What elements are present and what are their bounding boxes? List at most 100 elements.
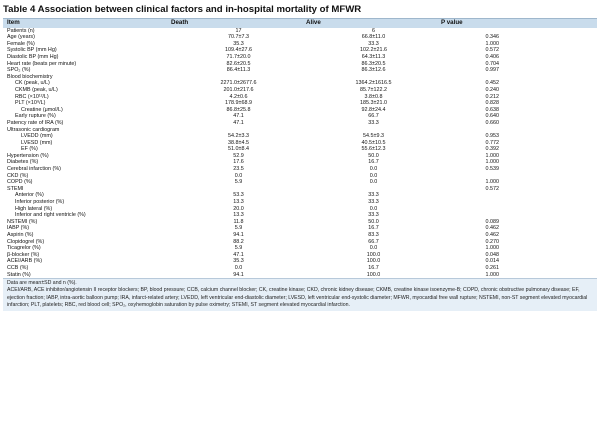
row-death-value: 86.4±11.3 [226, 67, 251, 74]
row-p-value: 0.462 [485, 232, 500, 238]
row-alive-value: 6 [372, 27, 375, 34]
table-row: CKMB (peak, u/L) 201.0±217.6 85.7±122.2 0.2… [3, 87, 597, 94]
row-item-label: Hypertension (%) [7, 152, 49, 159]
row-death-value: 47.1 [233, 119, 244, 126]
row-item-label: SPO₂ (%) [7, 67, 31, 74]
table-row: Cerebral infarction (%) 23.5 0.0 0.539 [3, 166, 597, 173]
row-p-value: 0.240 [485, 86, 500, 93]
row-p-value: 0.828 [485, 100, 500, 107]
row-alive-value: 33.3 [368, 192, 379, 199]
row-alive-value: 0.0 [369, 172, 378, 179]
row-item-label: Diabetes (%) [7, 159, 39, 166]
row-item-label: Patency rate of IRA (%) [7, 119, 64, 126]
table-row: Hypertension (%) 52.9 50.0 1.000 [3, 153, 597, 160]
row-alive-value: 0.0 [369, 179, 378, 186]
row-p-value: 0.539 [485, 166, 500, 173]
row-item-label: Heart rate (beats per minute) [7, 60, 77, 67]
row-p-value: 0.261 [485, 264, 500, 271]
row-death-value: 94.1 [233, 232, 244, 238]
row-death-value: 53.3 [233, 192, 244, 199]
row-item-label: NSTEMI (%) [7, 218, 38, 225]
row-alive-value: 66.8±11.0 [361, 34, 386, 41]
row-alive-value: 85.7±122.2 [360, 86, 387, 93]
row-alive-value: 16.7 [368, 225, 379, 232]
row-alive-value: 40.5±10.5 [361, 139, 386, 146]
row-alive-value: 92.8±24.4 [361, 106, 386, 113]
row-p-value: 1.000 [485, 152, 500, 159]
row-item-label: Age (years) [7, 34, 35, 41]
row-item-label: Diastolic BP (mm Hg) [7, 53, 59, 60]
row-item-label: Blood biochemistry [7, 73, 53, 80]
row-item-label: CCB (%) [7, 264, 29, 271]
row-item-label: Statin (%) [7, 271, 31, 278]
table-footer: Data are mean±SD and n (%). ACEI/ARB, AC… [3, 279, 597, 311]
row-alive-value: 66.7 [368, 238, 379, 245]
row-p-value: 0.089 [485, 218, 500, 225]
row-alive-value: 33.3 [368, 199, 379, 206]
row-item-label: STEMI [7, 185, 24, 192]
row-death-value: 0.0 [234, 264, 243, 271]
table-row: Statin (%) 94.1 100.0 1.000 [3, 272, 597, 279]
row-item-label: CKMB (peak, u/L) [15, 86, 58, 93]
table-title: Table 4 Association between clinical fac… [3, 4, 362, 15]
row-death-value: 109.4±27.6 [225, 47, 252, 54]
row-p-value: 0.572 [485, 185, 500, 192]
footer-abbreviations: ACEI/ARB, ACE inhibitor/angiotensin II r… [7, 287, 588, 308]
row-death-value: 17 [235, 27, 242, 34]
row-item-label: LVESD (mm) [21, 139, 53, 146]
row-alive-value: 16.7 [368, 159, 379, 166]
row-death-value: 13.3 [233, 212, 244, 219]
header-item: Item [7, 19, 20, 26]
row-alive-value: 16.7 [368, 264, 379, 271]
table-row: SPO₂ (%) 86.4±11.3 86.3±12.6 0.997 [3, 67, 597, 74]
row-item-label: Aspirin (%) [7, 232, 34, 238]
row-death-value: 47.1 [233, 251, 244, 258]
table-row: Inferior posterior (%) 13.3 33.3 [3, 199, 597, 206]
row-item-label: Ultrasonic cardiogram [7, 126, 60, 133]
row-item-label: Patients (n) [7, 27, 35, 34]
table-row: Female (%) 35.3 33.3 1.000 [3, 41, 597, 48]
row-death-value: 5.9 [234, 179, 243, 186]
row-alive-value: 100.0 [366, 258, 381, 265]
row-alive-value: 100.0 [366, 251, 381, 258]
table-row: β-blocker (%) 47.1 100.0 0.048 [3, 252, 597, 259]
row-alive-value: 54.5±9.3 [363, 133, 384, 140]
row-alive-value: 86.3±12.6 [361, 67, 386, 74]
table-row: CKD (%) 0.0 0.0 [3, 173, 597, 180]
table-row: NSTEMI (%) 11.8 50.0 0.089 [3, 219, 597, 226]
table-row: High lateral (%) 20.0 0.0 [3, 206, 597, 213]
row-item-label: Female (%) [7, 40, 35, 47]
footer-note: Data are mean±SD and n (%). [7, 280, 77, 287]
row-item-label: Systolic BP (mm Hg) [7, 47, 57, 54]
row-death-value: 52.9 [233, 152, 244, 159]
table-body: Patients (n) 17 6 Age (years) 70.7±7.3 66.8±1… [3, 28, 597, 280]
row-death-value: 178.9±68.9 [225, 100, 252, 107]
row-alive-value: 185.3±21.0 [360, 100, 387, 107]
row-p-value: 0.212 [485, 93, 500, 100]
row-p-value: 0.997 [485, 67, 500, 74]
row-p-value: 0.462 [485, 225, 500, 232]
row-p-value: 0.392 [485, 146, 500, 153]
row-death-value: 4.2±0.6 [229, 93, 248, 100]
table-row: RBC (×10¹²/L) 4.2±0.6 3.8±0.8 0.212 [3, 94, 597, 101]
row-item-label: IABP (%) [7, 225, 30, 232]
row-item-label: COPD (%) [7, 179, 33, 186]
row-alive-value: 50.0 [368, 152, 379, 159]
row-death-value: 11.8 [233, 218, 244, 225]
row-alive-value: 0.0 [369, 205, 378, 212]
row-p-value: 1.000 [485, 271, 500, 278]
table-row: ACEI/ARB (%) 35.3 100.0 0.014 [3, 258, 597, 265]
table-row: EF (%) 51.0±8.4 55.6±12.3 0.392 [3, 146, 597, 153]
row-p-value: 0.452 [485, 80, 500, 87]
row-death-value: 0.0 [234, 172, 243, 179]
row-p-value: 0.346 [485, 34, 500, 41]
row-death-value: 51.0±8.4 [228, 146, 249, 153]
row-p-value: 1.000 [485, 159, 500, 166]
row-item-label: Anterior (%) [15, 192, 44, 199]
row-death-value: 201.0±217.6 [223, 86, 254, 93]
table-row: CCB (%) 0.0 16.7 0.261 [3, 265, 597, 272]
header-alive: Alive [306, 19, 321, 26]
row-p-value: 0.953 [485, 133, 500, 140]
row-p-value: 0.406 [485, 53, 500, 60]
row-death-value: 5.9 [234, 245, 243, 252]
